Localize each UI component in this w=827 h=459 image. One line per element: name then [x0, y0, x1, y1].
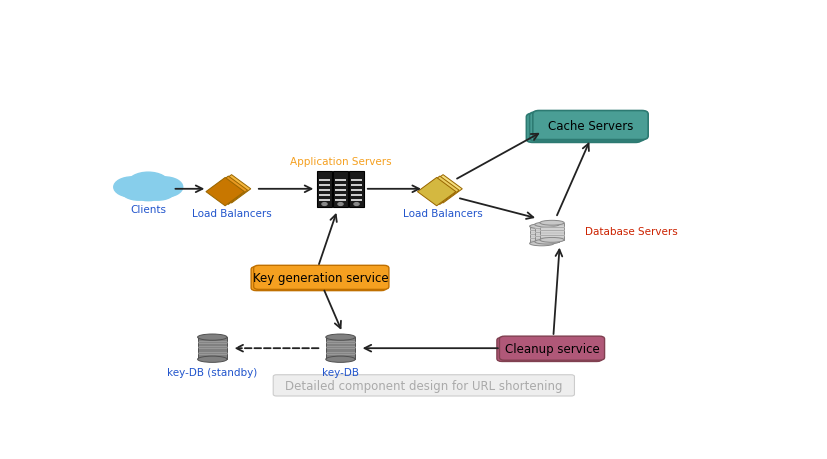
- Text: Key generation service: Key generation service: [254, 271, 389, 284]
- Ellipse shape: [540, 238, 564, 243]
- Polygon shape: [206, 178, 245, 207]
- FancyBboxPatch shape: [319, 190, 330, 192]
- Text: Application Servers: Application Servers: [289, 157, 391, 167]
- FancyBboxPatch shape: [124, 186, 173, 196]
- Circle shape: [141, 182, 175, 201]
- Text: Cleanup service: Cleanup service: [504, 342, 600, 355]
- Text: Database Servers: Database Servers: [586, 227, 678, 237]
- Ellipse shape: [326, 334, 356, 341]
- Polygon shape: [424, 175, 462, 203]
- Ellipse shape: [540, 221, 564, 226]
- Circle shape: [127, 173, 169, 196]
- Circle shape: [122, 182, 156, 201]
- Polygon shape: [421, 177, 459, 205]
- FancyBboxPatch shape: [351, 185, 362, 187]
- Bar: [326, 337, 356, 359]
- Circle shape: [146, 178, 183, 198]
- Text: Load Balancers: Load Balancers: [404, 209, 483, 219]
- Circle shape: [354, 203, 359, 206]
- Bar: [540, 223, 564, 241]
- FancyBboxPatch shape: [273, 375, 575, 396]
- Circle shape: [338, 203, 343, 206]
- FancyBboxPatch shape: [251, 267, 386, 291]
- Polygon shape: [213, 175, 251, 203]
- Bar: [198, 337, 227, 359]
- Circle shape: [322, 203, 327, 206]
- Text: Load Balancers: Load Balancers: [192, 209, 271, 219]
- Text: Cache Servers: Cache Servers: [547, 119, 633, 132]
- FancyBboxPatch shape: [335, 195, 347, 197]
- Circle shape: [114, 178, 151, 198]
- FancyBboxPatch shape: [332, 171, 348, 207]
- FancyBboxPatch shape: [351, 200, 362, 202]
- Ellipse shape: [198, 334, 227, 341]
- Bar: [535, 225, 559, 242]
- FancyBboxPatch shape: [254, 266, 389, 290]
- FancyBboxPatch shape: [533, 111, 648, 140]
- FancyBboxPatch shape: [500, 336, 605, 360]
- Ellipse shape: [535, 223, 559, 227]
- FancyBboxPatch shape: [335, 180, 347, 182]
- FancyBboxPatch shape: [319, 195, 330, 197]
- FancyBboxPatch shape: [349, 171, 364, 207]
- FancyBboxPatch shape: [351, 195, 362, 197]
- Ellipse shape: [198, 356, 227, 363]
- Ellipse shape: [529, 241, 554, 246]
- FancyBboxPatch shape: [319, 185, 330, 187]
- Text: Detailed component design for URL shortening: Detailed component design for URL shorte…: [285, 379, 562, 392]
- FancyBboxPatch shape: [317, 171, 332, 207]
- Polygon shape: [418, 178, 456, 207]
- Ellipse shape: [529, 224, 554, 229]
- Ellipse shape: [535, 240, 559, 245]
- Circle shape: [131, 183, 165, 201]
- FancyBboxPatch shape: [335, 190, 347, 192]
- FancyBboxPatch shape: [497, 338, 602, 362]
- Text: key-DB (standby): key-DB (standby): [167, 367, 257, 377]
- FancyBboxPatch shape: [335, 185, 347, 187]
- FancyBboxPatch shape: [529, 113, 645, 142]
- FancyBboxPatch shape: [335, 200, 347, 202]
- Bar: [529, 227, 554, 244]
- Text: Clients: Clients: [130, 204, 166, 214]
- FancyBboxPatch shape: [319, 200, 330, 202]
- FancyBboxPatch shape: [319, 180, 330, 182]
- FancyBboxPatch shape: [527, 114, 642, 143]
- FancyBboxPatch shape: [351, 190, 362, 192]
- Text: key-DB: key-DB: [322, 367, 359, 377]
- Polygon shape: [209, 177, 247, 205]
- Ellipse shape: [326, 356, 356, 363]
- FancyBboxPatch shape: [351, 180, 362, 182]
